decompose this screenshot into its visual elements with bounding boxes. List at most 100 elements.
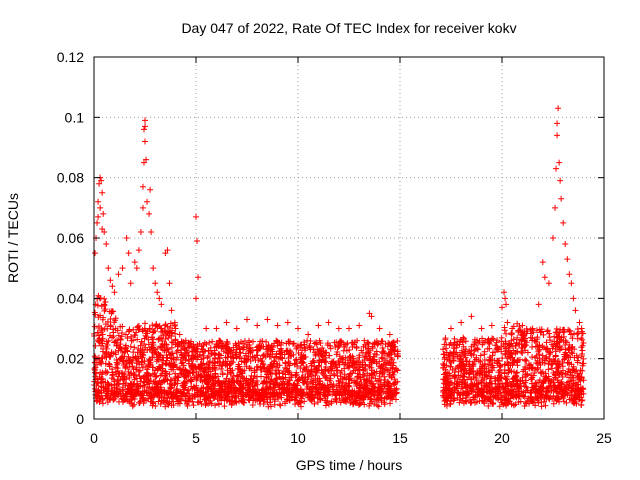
x-tick-label: 0 xyxy=(90,430,98,446)
x-tick-label: 5 xyxy=(192,430,200,446)
data-point xyxy=(284,319,291,326)
data-point xyxy=(168,366,175,373)
data-point xyxy=(356,322,363,329)
data-point xyxy=(98,358,105,365)
data-point xyxy=(550,235,556,241)
data-point xyxy=(120,386,127,393)
data-point xyxy=(133,329,140,336)
data-point xyxy=(311,400,318,407)
data-point xyxy=(153,351,160,358)
data-point xyxy=(195,274,202,281)
data-point xyxy=(344,362,351,369)
data-point xyxy=(145,336,152,343)
data-point xyxy=(173,394,180,401)
data-point xyxy=(133,265,140,272)
data-point xyxy=(137,342,144,349)
data-point xyxy=(394,337,401,344)
data-point xyxy=(579,342,586,349)
data-point xyxy=(275,355,282,362)
data-point xyxy=(142,344,149,351)
data-point xyxy=(341,398,348,405)
data-point xyxy=(118,354,125,361)
data-point xyxy=(344,340,351,347)
data-point xyxy=(392,396,399,403)
data-point xyxy=(102,360,109,367)
data-point xyxy=(263,368,270,375)
data-point xyxy=(365,340,372,347)
data-point xyxy=(254,322,261,329)
data-point xyxy=(110,333,117,340)
data-point xyxy=(241,344,248,351)
data-point xyxy=(336,338,343,345)
data-point xyxy=(288,374,295,381)
data-point xyxy=(231,379,238,386)
data-point xyxy=(346,353,353,360)
data-point xyxy=(211,385,218,392)
data-point xyxy=(127,280,134,287)
data-point xyxy=(97,204,104,211)
data-point xyxy=(250,338,257,345)
data-point xyxy=(239,374,246,381)
data-point xyxy=(299,379,306,386)
data-point xyxy=(135,247,142,254)
data-point xyxy=(160,332,167,339)
data-point xyxy=(554,132,561,139)
data-point xyxy=(144,366,151,373)
y-tick-label: 0.12 xyxy=(57,49,84,65)
data-point xyxy=(94,295,101,302)
data-point xyxy=(371,401,378,408)
data-point xyxy=(374,396,381,403)
data-point xyxy=(262,390,269,397)
data-point xyxy=(99,355,106,362)
data-point xyxy=(131,376,138,383)
data-point xyxy=(336,361,343,368)
grid-lines xyxy=(94,57,604,419)
data-point xyxy=(153,321,160,328)
data-point xyxy=(100,210,107,217)
data-point xyxy=(157,401,164,408)
data-point xyxy=(92,250,99,257)
data-point xyxy=(376,325,383,332)
data-point xyxy=(153,372,160,379)
data-point xyxy=(168,339,175,346)
data-point xyxy=(299,347,306,354)
data-point xyxy=(203,325,210,332)
data-point xyxy=(107,332,114,339)
data-point xyxy=(118,333,125,340)
data-point xyxy=(194,238,201,245)
data-point xyxy=(554,120,561,127)
data-point xyxy=(102,379,109,386)
data-point xyxy=(190,383,197,390)
data-point xyxy=(316,357,323,364)
data-point xyxy=(220,359,227,366)
chart-title: Day 047 of 2022, Rate Of TEC Index for r… xyxy=(181,20,516,36)
data-point xyxy=(156,335,163,342)
data-point xyxy=(365,339,372,346)
data-point xyxy=(136,367,143,374)
data-point xyxy=(302,345,309,352)
data-point xyxy=(379,349,386,356)
data-point xyxy=(230,344,237,351)
data-point xyxy=(142,138,148,145)
data-point xyxy=(292,357,299,364)
data-point xyxy=(361,337,368,344)
data-point xyxy=(186,358,193,365)
data-point xyxy=(276,339,283,346)
data-point xyxy=(207,368,214,375)
data-point xyxy=(99,396,106,403)
data-point xyxy=(331,339,338,346)
data-point xyxy=(522,356,529,363)
data-point xyxy=(385,351,392,358)
data-point xyxy=(289,341,296,348)
data-point xyxy=(129,403,136,410)
data-point xyxy=(132,372,139,379)
data-point xyxy=(308,378,315,385)
data-point xyxy=(161,387,168,394)
data-point xyxy=(221,403,228,410)
data-point xyxy=(120,377,127,384)
data-point xyxy=(301,339,308,346)
data-point xyxy=(142,117,148,124)
data-point xyxy=(354,374,361,381)
data-point xyxy=(499,304,505,311)
data-point xyxy=(139,364,146,371)
